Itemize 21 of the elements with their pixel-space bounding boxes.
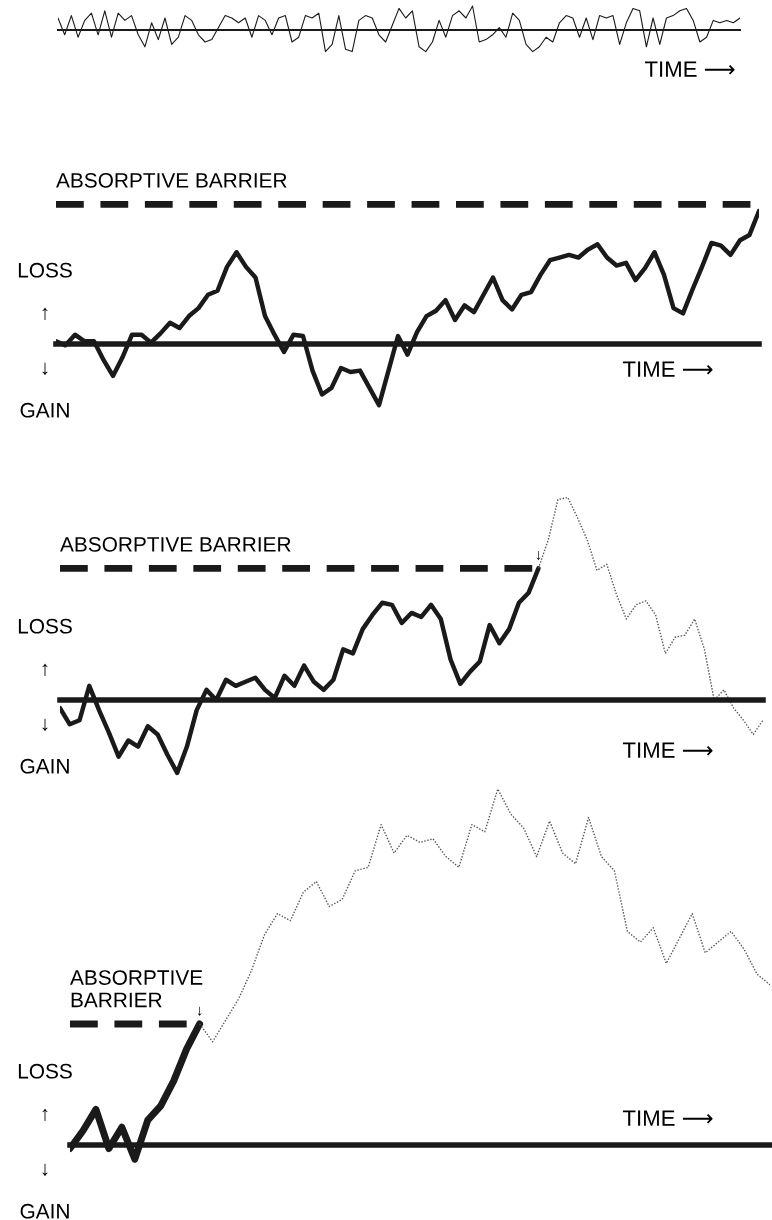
x-axis-title: TIME ⟶ [622,742,713,758]
annotation: GAIN [20,402,69,418]
x-axis-title: TIME ⟶ [622,361,713,377]
text: ↓ [42,718,48,732]
ref-line-label: ABSORPTIVE BARRIER [56,172,287,188]
ref-line-label: ABSORPTIVE BARRIER [60,537,291,552]
annotation: GAIN [20,758,69,774]
text: ↑ [42,307,48,321]
annotation: LOSS [18,262,72,278]
ref-line-label: ABSORPTIVE BARRIER [70,970,203,1008]
annotation: ↓ [197,1006,202,1016]
annotation: LOSS [18,1063,72,1079]
text: ↑ [42,663,48,677]
text: ↓ [42,1163,48,1177]
annotation: ↓ [536,551,541,561]
text: ↑ [42,1108,48,1122]
text: ↓ [42,362,48,376]
annotation: LOSS [18,618,72,634]
x-axis-title: TIME ⟶ [644,61,735,77]
x-axis-title: TIME ⟶ [622,1110,713,1126]
text: GAIN [20,1203,69,1219]
